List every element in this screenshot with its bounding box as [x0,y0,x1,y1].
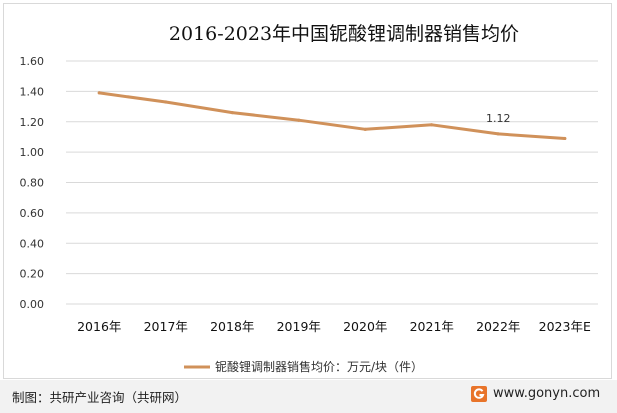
x-tick-label: 2021年 [410,319,454,334]
series-line [97,91,567,140]
footer: 制图：共研产业咨询（共研网） www.gonyn.com [0,380,617,413]
y-axis-ticks: 0.00 0.20 0.40 0.60 0.80 1.00 1.20 1.40 1.60 [20,55,45,311]
data-point [230,111,234,115]
y-tick-label: 1.20 [20,116,45,129]
y-tick-label: 1.00 [20,146,45,159]
gridlines [66,60,598,305]
y-tick-label: 1.40 [20,85,45,98]
data-point [164,100,168,104]
data-point [496,132,500,136]
y-tick-label: 0.20 [20,268,45,281]
x-axis-ticks: 2016年 2017年 2018年 2019年 2020年 2021年 2022年 2023年… [77,319,591,334]
data-points [97,91,567,141]
data-point [563,136,567,141]
x-tick-label: 2016年 [77,319,121,334]
y-tick-label: 0.00 [20,298,45,311]
y-tick-label: 0.40 [20,237,45,250]
chart-frame [3,3,612,379]
gonyn-logo-icon [471,386,487,402]
data-point [430,123,434,127]
data-point [297,118,301,122]
data-label: 1.12 [486,112,511,125]
source-note: 制图：共研产业咨询（共研网） [12,390,188,405]
y-tick-label: 0.80 [20,177,45,190]
legend-label: 铌酸锂调制器销售均价：万元/块（件） [215,359,423,374]
data-point [97,91,101,95]
x-tick-label: 2019年 [277,319,321,334]
site-url[interactable]: www.gonyn.com [493,386,601,401]
x-tick-label: 2020年 [343,319,387,334]
x-tick-label: 2023年E [539,319,591,334]
x-tick-label: 2018年 [210,319,254,334]
data-point [363,127,367,131]
line-chart: 2016-2023年中国铌酸锂调制器销售均价 0.000.200.400.600… [20,23,598,374]
chart-title: 2016-2023年中国铌酸锂调制器销售均价 [169,23,519,45]
x-tick-label: 2022年 [476,319,520,334]
legend: 铌酸锂调制器销售均价：万元/块（件） [184,359,423,374]
y-tick-label: 0.60 [20,207,45,220]
y-tick-label: 1.60 [20,55,45,68]
x-tick-label: 2017年 [144,319,188,334]
